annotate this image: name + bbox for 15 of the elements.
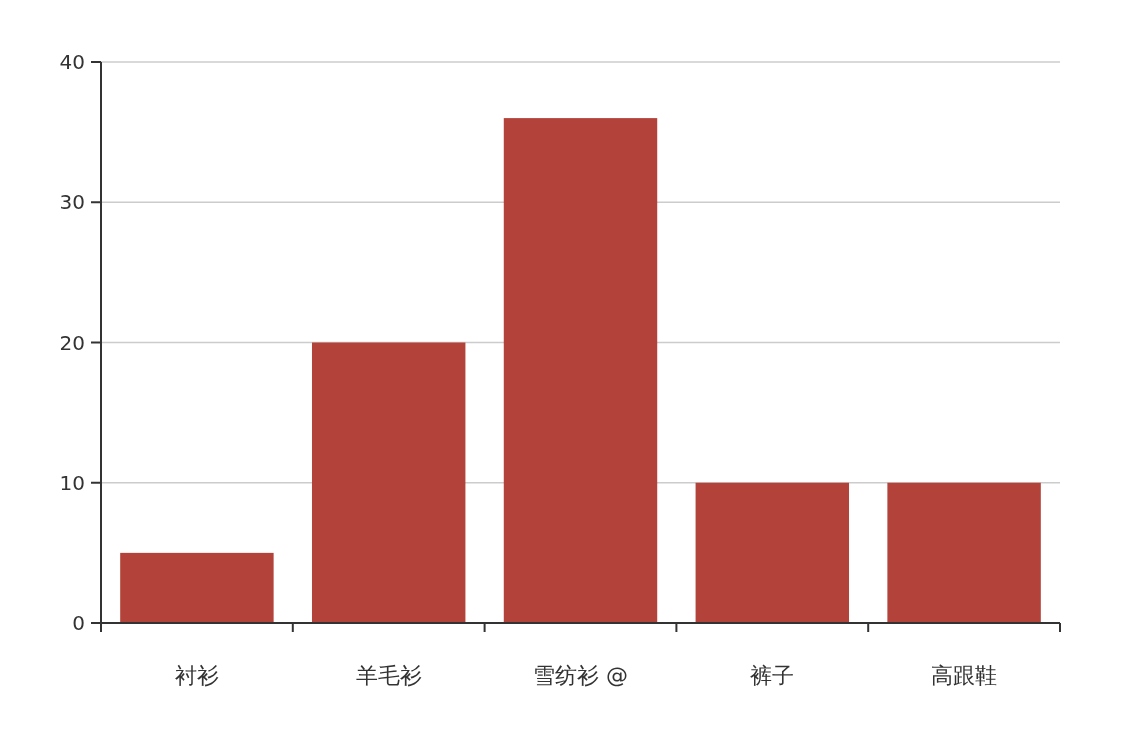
y-tick-label: 30	[59, 190, 85, 215]
x-tick-label: 裤子	[750, 663, 795, 688]
bar	[311, 342, 466, 623]
x-tick-label: 高跟鞋	[931, 663, 998, 688]
bar	[120, 552, 274, 623]
bar	[503, 118, 658, 623]
y-tick-label: 40	[59, 50, 85, 74]
x-tick-label: 羊毛衫	[355, 663, 422, 688]
y-tick-label: 10	[59, 470, 85, 495]
x-tick-label: 雪纺衫 @	[533, 663, 628, 688]
bar	[695, 482, 850, 623]
y-tick-label: 20	[59, 330, 85, 355]
x-tick-label: 衬衫	[174, 663, 219, 688]
y-tick-label: 0	[72, 611, 85, 635]
bar	[887, 482, 1041, 623]
